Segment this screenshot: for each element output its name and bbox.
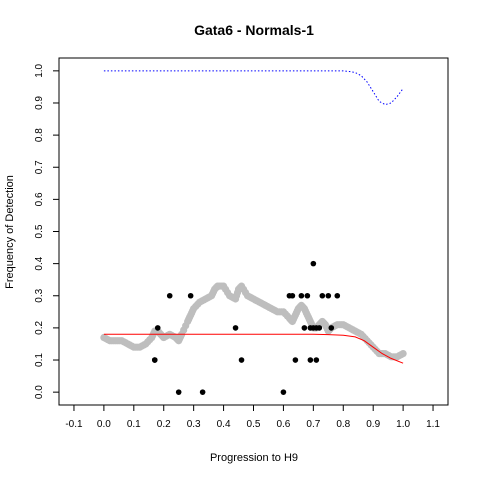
- y-tick-label: 0.7: [34, 160, 45, 174]
- x-tick-label: 0.5: [247, 419, 261, 430]
- smoothed-point: [399, 349, 407, 358]
- observed-point: [316, 325, 323, 331]
- observed-point: [319, 292, 326, 299]
- observed-point: [232, 325, 239, 331]
- x-tick-label: 0.7: [306, 419, 320, 430]
- observed-point: [298, 292, 305, 299]
- x-tick-label: 1.1: [426, 419, 440, 430]
- observed-point: [187, 292, 194, 299]
- y-tick-label: 0.8: [34, 128, 45, 142]
- y-tick-label: 0.9: [34, 96, 45, 110]
- observed-point: [301, 325, 308, 331]
- observed-point: [325, 292, 332, 299]
- x-tick-label: 0.9: [366, 419, 380, 430]
- y-tick-label: 0.1: [34, 353, 45, 367]
- observed-point: [304, 292, 311, 299]
- observed-point: [307, 357, 314, 363]
- x-tick-label: -0.1: [65, 419, 83, 430]
- x-tick-label: 0.6: [276, 419, 290, 430]
- x-tick-label: 0.4: [217, 419, 231, 430]
- observed-point: [289, 292, 296, 299]
- x-tick-label: 1.0: [396, 419, 410, 430]
- observed-point: [238, 357, 245, 363]
- observed-point: [154, 325, 161, 331]
- y-tick-label: 0.6: [34, 192, 45, 206]
- x-tick-label: 0.0: [97, 419, 111, 430]
- observed-point: [280, 389, 287, 395]
- observed-point: [175, 389, 182, 395]
- x-tick-label: 0.1: [127, 419, 141, 430]
- y-tick-label: 0.2: [34, 321, 45, 335]
- x-tick-label: 0.3: [187, 419, 201, 430]
- y-tick-label: 0.4: [34, 256, 45, 270]
- observed-point: [292, 357, 299, 363]
- y-tick-label: 0.3: [34, 288, 45, 302]
- y-tick-label: 1.0: [34, 63, 45, 77]
- x-axis-label: Progression to H9: [210, 452, 298, 464]
- x-tick-label: 0.2: [157, 419, 171, 430]
- upper-bound-line: [103, 70, 404, 106]
- observed-point: [199, 389, 206, 395]
- y-axis-label: Frequency of Detection: [4, 175, 16, 289]
- y-tick-label: 0.5: [34, 224, 45, 238]
- y-tick-label: 0.0: [34, 385, 45, 399]
- observed-point: [310, 260, 317, 267]
- plot-area: -0.1 0.0 0.1 0.2 0.3 0.4 0.5 0.6 0.7 0.8 0.9 1.0 1.1…: [34, 57, 449, 430]
- observed-point: [151, 357, 158, 363]
- chart-title: Gata6 - Normals-1: [194, 22, 314, 38]
- observed-point: [328, 325, 335, 331]
- observed-point: [166, 292, 173, 299]
- fit-line: [103, 333, 404, 364]
- observed-point: [334, 292, 341, 299]
- x-tick-label: 0.8: [336, 419, 350, 430]
- observed-point: [313, 357, 320, 363]
